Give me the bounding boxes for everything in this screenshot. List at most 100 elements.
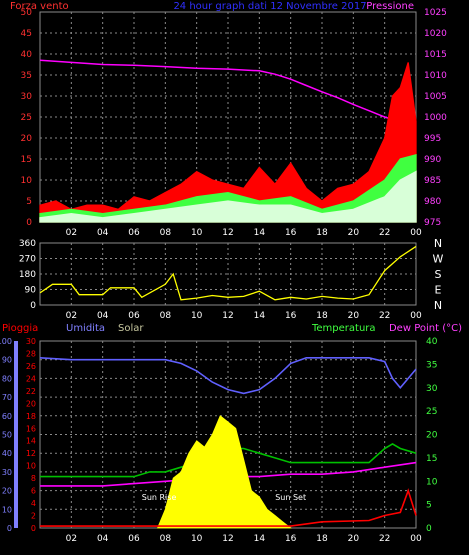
panel3-ytick-humidity-60: 60 xyxy=(2,412,12,421)
temperature-label: Temperatura xyxy=(311,323,376,334)
wind-label: Forza vento xyxy=(10,1,69,12)
panel3-ytick-rain-6: 6 xyxy=(31,487,36,496)
panel2-ytick-0: 0 xyxy=(30,301,36,311)
panel3-ytick-humidity-70: 70 xyxy=(2,393,12,402)
panel3-ytick-rain-12: 12 xyxy=(26,449,36,458)
panel3-ytick-rain-2: 2 xyxy=(31,512,36,521)
panel1-xtick-16: 16 xyxy=(285,228,297,238)
panel3-series-3 xyxy=(156,415,292,529)
panel3-ytick-rain-16: 16 xyxy=(26,424,36,433)
panel3-ytick-temp-0: 0 xyxy=(426,524,432,534)
panel3-ytick-rain-30: 30 xyxy=(26,337,36,346)
panel2-compass-4: N xyxy=(434,299,442,312)
panel2-xtick-08: 08 xyxy=(160,311,172,321)
panel3-ytick-rain-26: 26 xyxy=(26,362,36,371)
panel2-xtick-14: 14 xyxy=(254,311,266,321)
panel2-ytick-270: 270 xyxy=(19,255,36,265)
panel1-ytick-left-35: 35 xyxy=(21,71,32,81)
panel3-ytick-temp-25: 25 xyxy=(426,407,437,417)
panel1-series-3 xyxy=(39,170,417,223)
panel2-compass-3: E xyxy=(435,284,442,297)
panel3-ytick-humidity-40: 40 xyxy=(2,449,12,458)
panel3-xtick-02: 02 xyxy=(66,534,77,544)
panel3-ytick-temp-30: 30 xyxy=(426,384,438,394)
panel1-ytick-right-1005: 1005 xyxy=(424,92,447,102)
panel3-ytick-rain-20: 20 xyxy=(26,399,36,408)
solar-label: Solar xyxy=(118,323,144,334)
humidity-axis-bar xyxy=(14,341,18,528)
panel3-ytick-temp-10: 10 xyxy=(426,477,438,487)
panel1-xtick-14: 14 xyxy=(254,228,266,238)
panel3-ytick-humidity-0: 0 xyxy=(7,524,12,533)
annotation-1: Sun Set xyxy=(275,493,306,502)
panel2-ytick-360: 360 xyxy=(19,239,36,249)
panel2-xtick-12: 12 xyxy=(222,311,233,321)
panel1-xtick-20: 20 xyxy=(348,228,360,238)
annotation-0: Sun Rise xyxy=(142,493,177,502)
panel1-ytick-right-980: 980 xyxy=(424,197,441,207)
panel1-ytick-left-50: 50 xyxy=(21,8,33,18)
panel3-ytick-humidity-80: 80 xyxy=(2,374,12,383)
panel3-ytick-rain-24: 24 xyxy=(26,374,36,383)
panel1-ytick-left-45: 45 xyxy=(21,29,32,39)
panel2-xtick-16: 16 xyxy=(285,311,297,321)
panel3-ytick-humidity-50: 50 xyxy=(2,431,12,440)
panel1-series-0 xyxy=(39,59,417,127)
panel2-compass-0: N xyxy=(434,237,442,250)
panel1-ytick-right-995: 995 xyxy=(424,134,441,144)
panel3-ytick-temp-15: 15 xyxy=(426,454,437,464)
panel3-series-1 xyxy=(40,442,417,478)
panel3-ytick-temp-5: 5 xyxy=(426,501,432,511)
panel1-xtick-08: 08 xyxy=(160,228,172,238)
panel3-xtick-16: 16 xyxy=(285,534,297,544)
panel3-ytick-rain-0: 0 xyxy=(31,524,36,533)
panel3-xtick-06: 06 xyxy=(128,534,140,544)
panel1-xtick-02: 02 xyxy=(66,228,77,238)
panel1-ytick-left-5: 5 xyxy=(26,197,32,207)
panel3-xtick-10: 10 xyxy=(191,534,203,544)
panel1-ytick-left-10: 10 xyxy=(21,176,33,186)
panel2-xtick-00: 00 xyxy=(410,311,422,321)
panel3-ytick-rain-22: 22 xyxy=(26,387,36,396)
panel3-ytick-rain-4: 4 xyxy=(31,499,36,508)
panel1-ytick-left-20: 20 xyxy=(21,134,33,144)
panel1-xtick-10: 10 xyxy=(191,228,203,238)
panel1-xtick-04: 04 xyxy=(97,228,109,238)
humidity-label: Umidita xyxy=(66,323,105,334)
panel1-xtick-18: 18 xyxy=(316,228,328,238)
panel1-ytick-right-1025: 1025 xyxy=(424,8,447,18)
panel1-ytick-left-40: 40 xyxy=(21,50,33,60)
panel2-xtick-04: 04 xyxy=(97,311,109,321)
rain-label: Pioggia xyxy=(2,323,38,334)
panel2-xtick-18: 18 xyxy=(316,311,328,321)
panel1-ytick-right-1010: 1010 xyxy=(424,71,447,81)
panel2-xtick-06: 06 xyxy=(128,311,140,321)
panel1-xtick-22: 22 xyxy=(379,228,390,238)
panel1-ytick-right-985: 985 xyxy=(424,176,441,186)
panel1-ytick-right-1015: 1015 xyxy=(424,50,447,60)
panel3-ytick-humidity-30: 30 xyxy=(2,468,12,477)
panel1-ytick-left-0: 0 xyxy=(26,218,32,228)
panel2-xtick-22: 22 xyxy=(379,311,390,321)
panel3-xtick-22: 22 xyxy=(379,534,390,544)
panel3-ytick-humidity-90: 90 xyxy=(2,356,12,365)
panel1-ytick-right-975: 975 xyxy=(424,218,441,228)
panel1-ytick-left-30: 30 xyxy=(21,92,33,102)
panel3-ytick-rain-8: 8 xyxy=(31,474,36,483)
panel3-ytick-humidity-20: 20 xyxy=(2,487,12,496)
panel1-ytick-left-25: 25 xyxy=(21,113,32,123)
panel2-compass-1: W xyxy=(433,253,444,266)
panel3-xtick-12: 12 xyxy=(222,534,233,544)
panel2-xtick-02: 02 xyxy=(66,311,77,321)
panel2-xtick-20: 20 xyxy=(348,311,360,321)
panel3-series-0 xyxy=(39,357,417,395)
panel1-ytick-right-1020: 1020 xyxy=(424,29,447,39)
panel3-xtick-04: 04 xyxy=(97,534,109,544)
panel1-xtick-12: 12 xyxy=(222,228,233,238)
panel3-xtick-00: 00 xyxy=(410,534,422,544)
panel3-ytick-rain-14: 14 xyxy=(26,437,36,446)
panel3-ytick-temp-35: 35 xyxy=(426,360,437,370)
panel3-xtick-18: 18 xyxy=(316,534,328,544)
panel3-ytick-rain-28: 28 xyxy=(26,349,36,358)
panel3-ytick-temp-40: 40 xyxy=(426,337,438,347)
